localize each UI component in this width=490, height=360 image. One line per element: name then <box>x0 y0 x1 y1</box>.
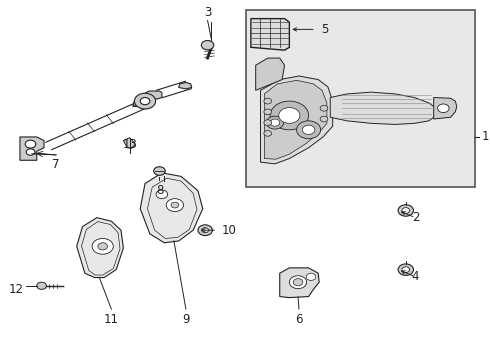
Circle shape <box>264 120 271 126</box>
Polygon shape <box>251 19 290 50</box>
Polygon shape <box>280 268 319 298</box>
Circle shape <box>201 41 214 50</box>
Circle shape <box>156 190 168 199</box>
Circle shape <box>202 228 209 233</box>
Circle shape <box>198 225 212 235</box>
Circle shape <box>402 267 410 273</box>
Polygon shape <box>133 96 143 107</box>
Circle shape <box>279 108 300 123</box>
Text: 1: 1 <box>482 130 490 144</box>
Circle shape <box>171 202 179 208</box>
Text: 12: 12 <box>9 283 24 296</box>
Polygon shape <box>123 138 135 148</box>
Polygon shape <box>179 82 192 89</box>
Circle shape <box>25 140 36 148</box>
Polygon shape <box>20 137 44 160</box>
Circle shape <box>264 98 271 104</box>
Circle shape <box>26 149 35 155</box>
Circle shape <box>290 276 307 289</box>
Text: 13: 13 <box>122 138 137 151</box>
Circle shape <box>134 93 156 109</box>
Text: 10: 10 <box>222 224 237 237</box>
Polygon shape <box>330 92 436 125</box>
Circle shape <box>264 131 271 136</box>
Circle shape <box>270 101 309 130</box>
Circle shape <box>438 104 449 113</box>
Polygon shape <box>264 80 327 159</box>
Text: 2: 2 <box>412 211 419 224</box>
Circle shape <box>37 282 47 289</box>
Circle shape <box>320 105 328 111</box>
Polygon shape <box>133 101 138 107</box>
Polygon shape <box>140 173 203 243</box>
Bar <box>246 10 475 187</box>
Text: 9: 9 <box>182 313 190 326</box>
Circle shape <box>140 98 150 105</box>
Polygon shape <box>77 218 123 278</box>
Text: 7: 7 <box>52 158 60 171</box>
Circle shape <box>270 119 280 126</box>
Polygon shape <box>256 58 285 90</box>
Circle shape <box>98 243 107 250</box>
Polygon shape <box>145 91 162 99</box>
Circle shape <box>398 205 414 216</box>
Circle shape <box>306 273 316 280</box>
Circle shape <box>398 264 414 275</box>
Text: 3: 3 <box>204 6 211 19</box>
Text: 5: 5 <box>320 23 328 36</box>
Circle shape <box>302 125 315 134</box>
Polygon shape <box>261 76 333 164</box>
Circle shape <box>264 109 271 115</box>
Text: 11: 11 <box>104 313 119 326</box>
Circle shape <box>92 238 113 254</box>
Text: 4: 4 <box>412 270 419 283</box>
Text: 8: 8 <box>156 184 163 197</box>
Circle shape <box>320 116 328 122</box>
Circle shape <box>166 199 184 212</box>
Circle shape <box>154 167 165 175</box>
Circle shape <box>296 121 320 139</box>
Text: 6: 6 <box>295 313 303 326</box>
Circle shape <box>293 279 303 286</box>
Circle shape <box>402 208 410 213</box>
Polygon shape <box>434 98 457 119</box>
Circle shape <box>266 116 284 129</box>
